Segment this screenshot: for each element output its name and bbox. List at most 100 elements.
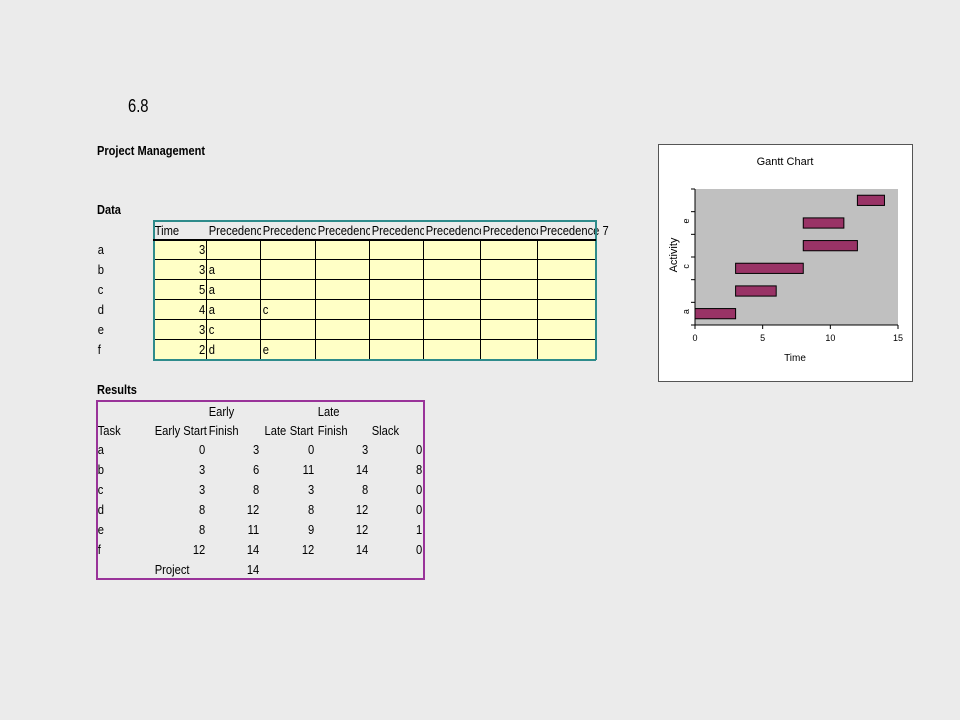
data-task-label: b bbox=[97, 262, 104, 277]
data-precedence-cell[interactable] bbox=[370, 280, 424, 300]
data-time-cell[interactable]: 3 bbox=[153, 320, 207, 340]
data-precedence-cell[interactable] bbox=[370, 320, 424, 340]
gantt-bar-c bbox=[735, 262, 804, 274]
results-ef-cell[interactable]: 6 bbox=[253, 462, 260, 477]
data-precedence-cell[interactable] bbox=[316, 300, 370, 320]
results-es-cell[interactable]: 3 bbox=[199, 462, 206, 477]
results-ef-cell[interactable]: 3 bbox=[253, 442, 260, 457]
x-tick-label-0: 0 bbox=[692, 333, 697, 343]
data-time-cell[interactable]: 2 bbox=[153, 340, 207, 360]
results-es-cell[interactable]: 12 bbox=[192, 542, 206, 557]
data-precedence-cell[interactable] bbox=[261, 240, 316, 260]
data-precedence-cell[interactable]: e bbox=[261, 340, 316, 360]
data-precedence-cell[interactable] bbox=[261, 280, 316, 300]
data-precedence-cell[interactable] bbox=[538, 240, 596, 260]
results-lf-cell[interactable]: 12 bbox=[355, 502, 369, 517]
data-time-cell[interactable]: 3 bbox=[153, 260, 207, 280]
results-ls-cell[interactable]: 9 bbox=[308, 522, 315, 537]
data-precedence-cell[interactable] bbox=[538, 300, 596, 320]
data-precedence-cell[interactable] bbox=[316, 240, 370, 260]
gantt-chart[interactable]: Gantt Chart a c e 0 5 10 15 Time Activity bbox=[658, 144, 913, 382]
results-es-cell[interactable]: 3 bbox=[199, 482, 206, 497]
data-precedence-cell[interactable] bbox=[424, 340, 481, 360]
data-precedence-cell[interactable]: d bbox=[207, 340, 261, 360]
data-precedence-cell[interactable] bbox=[424, 240, 481, 260]
data-precedence-cell[interactable]: a bbox=[207, 280, 261, 300]
project-label: Project bbox=[154, 562, 190, 577]
data-task-label: d bbox=[97, 302, 104, 317]
results-ls-cell[interactable]: 8 bbox=[308, 502, 315, 517]
results-slack-cell[interactable]: 1 bbox=[416, 522, 423, 537]
gantt-bar-b bbox=[735, 285, 777, 297]
results-header-7: Slack bbox=[371, 423, 400, 438]
data-precedence-cell[interactable] bbox=[538, 320, 596, 340]
data-precedence-cell[interactable] bbox=[424, 300, 481, 320]
data-header-5: Precedenc bbox=[371, 223, 424, 238]
results-task-label: c bbox=[97, 482, 104, 497]
data-time-cell[interactable]: 4 bbox=[153, 300, 207, 320]
results-slack-cell[interactable]: 8 bbox=[416, 462, 423, 477]
data-precedence-cell[interactable] bbox=[424, 280, 481, 300]
results-ef-cell[interactable]: 14 bbox=[246, 542, 260, 557]
data-header-1: Time bbox=[154, 223, 180, 238]
data-header-rule bbox=[153, 239, 596, 241]
data-precedence-cell[interactable] bbox=[424, 260, 481, 280]
data-header-4: Precedenc bbox=[317, 223, 370, 238]
results-lf-cell[interactable]: 3 bbox=[362, 442, 369, 457]
results-ef-cell[interactable]: 8 bbox=[253, 482, 260, 497]
data-precedence-cell[interactable] bbox=[370, 240, 424, 260]
data-precedence-cell[interactable] bbox=[424, 320, 481, 340]
results-lf-cell[interactable]: 14 bbox=[355, 542, 369, 557]
results-es-cell[interactable]: 8 bbox=[199, 522, 206, 537]
data-time-cell[interactable]: 5 bbox=[153, 280, 207, 300]
data-precedence-cell[interactable] bbox=[261, 260, 316, 280]
results-es-cell[interactable]: 8 bbox=[199, 502, 206, 517]
data-header-8: Precedence 7 bbox=[539, 223, 609, 238]
data-precedence-cell[interactable]: c bbox=[261, 300, 316, 320]
results-heading: Results bbox=[97, 382, 137, 397]
data-precedence-cell[interactable] bbox=[316, 320, 370, 340]
results-slack-cell[interactable]: 0 bbox=[416, 482, 423, 497]
results-lf-cell[interactable]: 14 bbox=[355, 462, 369, 477]
results-ls-cell[interactable]: 3 bbox=[308, 482, 315, 497]
data-time-cell[interactable]: 3 bbox=[153, 240, 207, 260]
results-ls-cell[interactable]: 12 bbox=[301, 542, 315, 557]
results-task-label: b bbox=[97, 462, 104, 477]
data-precedence-cell[interactable] bbox=[370, 340, 424, 360]
results-lf-cell[interactable]: 12 bbox=[355, 522, 369, 537]
results-slack-cell[interactable]: 0 bbox=[416, 442, 423, 457]
data-precedence-cell[interactable] bbox=[538, 280, 596, 300]
data-precedence-cell[interactable] bbox=[316, 340, 370, 360]
results-border-left bbox=[96, 400, 98, 579]
results-border-right bbox=[423, 400, 425, 579]
project-duration[interactable]: 14 bbox=[246, 562, 260, 577]
data-precedence-cell[interactable] bbox=[370, 300, 424, 320]
data-precedence-cell[interactable] bbox=[481, 260, 538, 280]
plot-area bbox=[695, 189, 898, 325]
results-slack-cell[interactable]: 0 bbox=[416, 502, 423, 517]
data-precedence-cell[interactable]: a bbox=[207, 260, 261, 280]
data-precedence-cell[interactable] bbox=[481, 280, 538, 300]
results-es-cell[interactable]: 0 bbox=[199, 442, 206, 457]
results-ls-cell[interactable]: 0 bbox=[308, 442, 315, 457]
data-precedence-cell[interactable] bbox=[207, 240, 261, 260]
data-precedence-cell[interactable] bbox=[538, 340, 596, 360]
results-slack-cell[interactable]: 0 bbox=[416, 542, 423, 557]
results-ls-cell[interactable]: 11 bbox=[302, 462, 315, 477]
data-precedence-cell[interactable] bbox=[538, 260, 596, 280]
results-lf-cell[interactable]: 8 bbox=[362, 482, 369, 497]
data-precedence-cell[interactable]: a bbox=[207, 300, 261, 320]
data-precedence-cell[interactable] bbox=[481, 240, 538, 260]
data-precedence-cell[interactable] bbox=[481, 340, 538, 360]
data-precedence-cell[interactable] bbox=[316, 280, 370, 300]
data-precedence-cell[interactable] bbox=[481, 300, 538, 320]
data-precedence-cell[interactable] bbox=[481, 320, 538, 340]
data-precedence-cell[interactable]: c bbox=[207, 320, 261, 340]
results-ef-cell[interactable]: 12 bbox=[246, 502, 260, 517]
results-ef-cell[interactable]: 11 bbox=[247, 522, 260, 537]
data-precedence-cell[interactable] bbox=[316, 260, 370, 280]
chart-title: Gantt Chart bbox=[757, 156, 814, 168]
sheet-title: Project Management bbox=[97, 143, 206, 158]
data-precedence-cell[interactable] bbox=[261, 320, 316, 340]
data-precedence-cell[interactable] bbox=[370, 260, 424, 280]
